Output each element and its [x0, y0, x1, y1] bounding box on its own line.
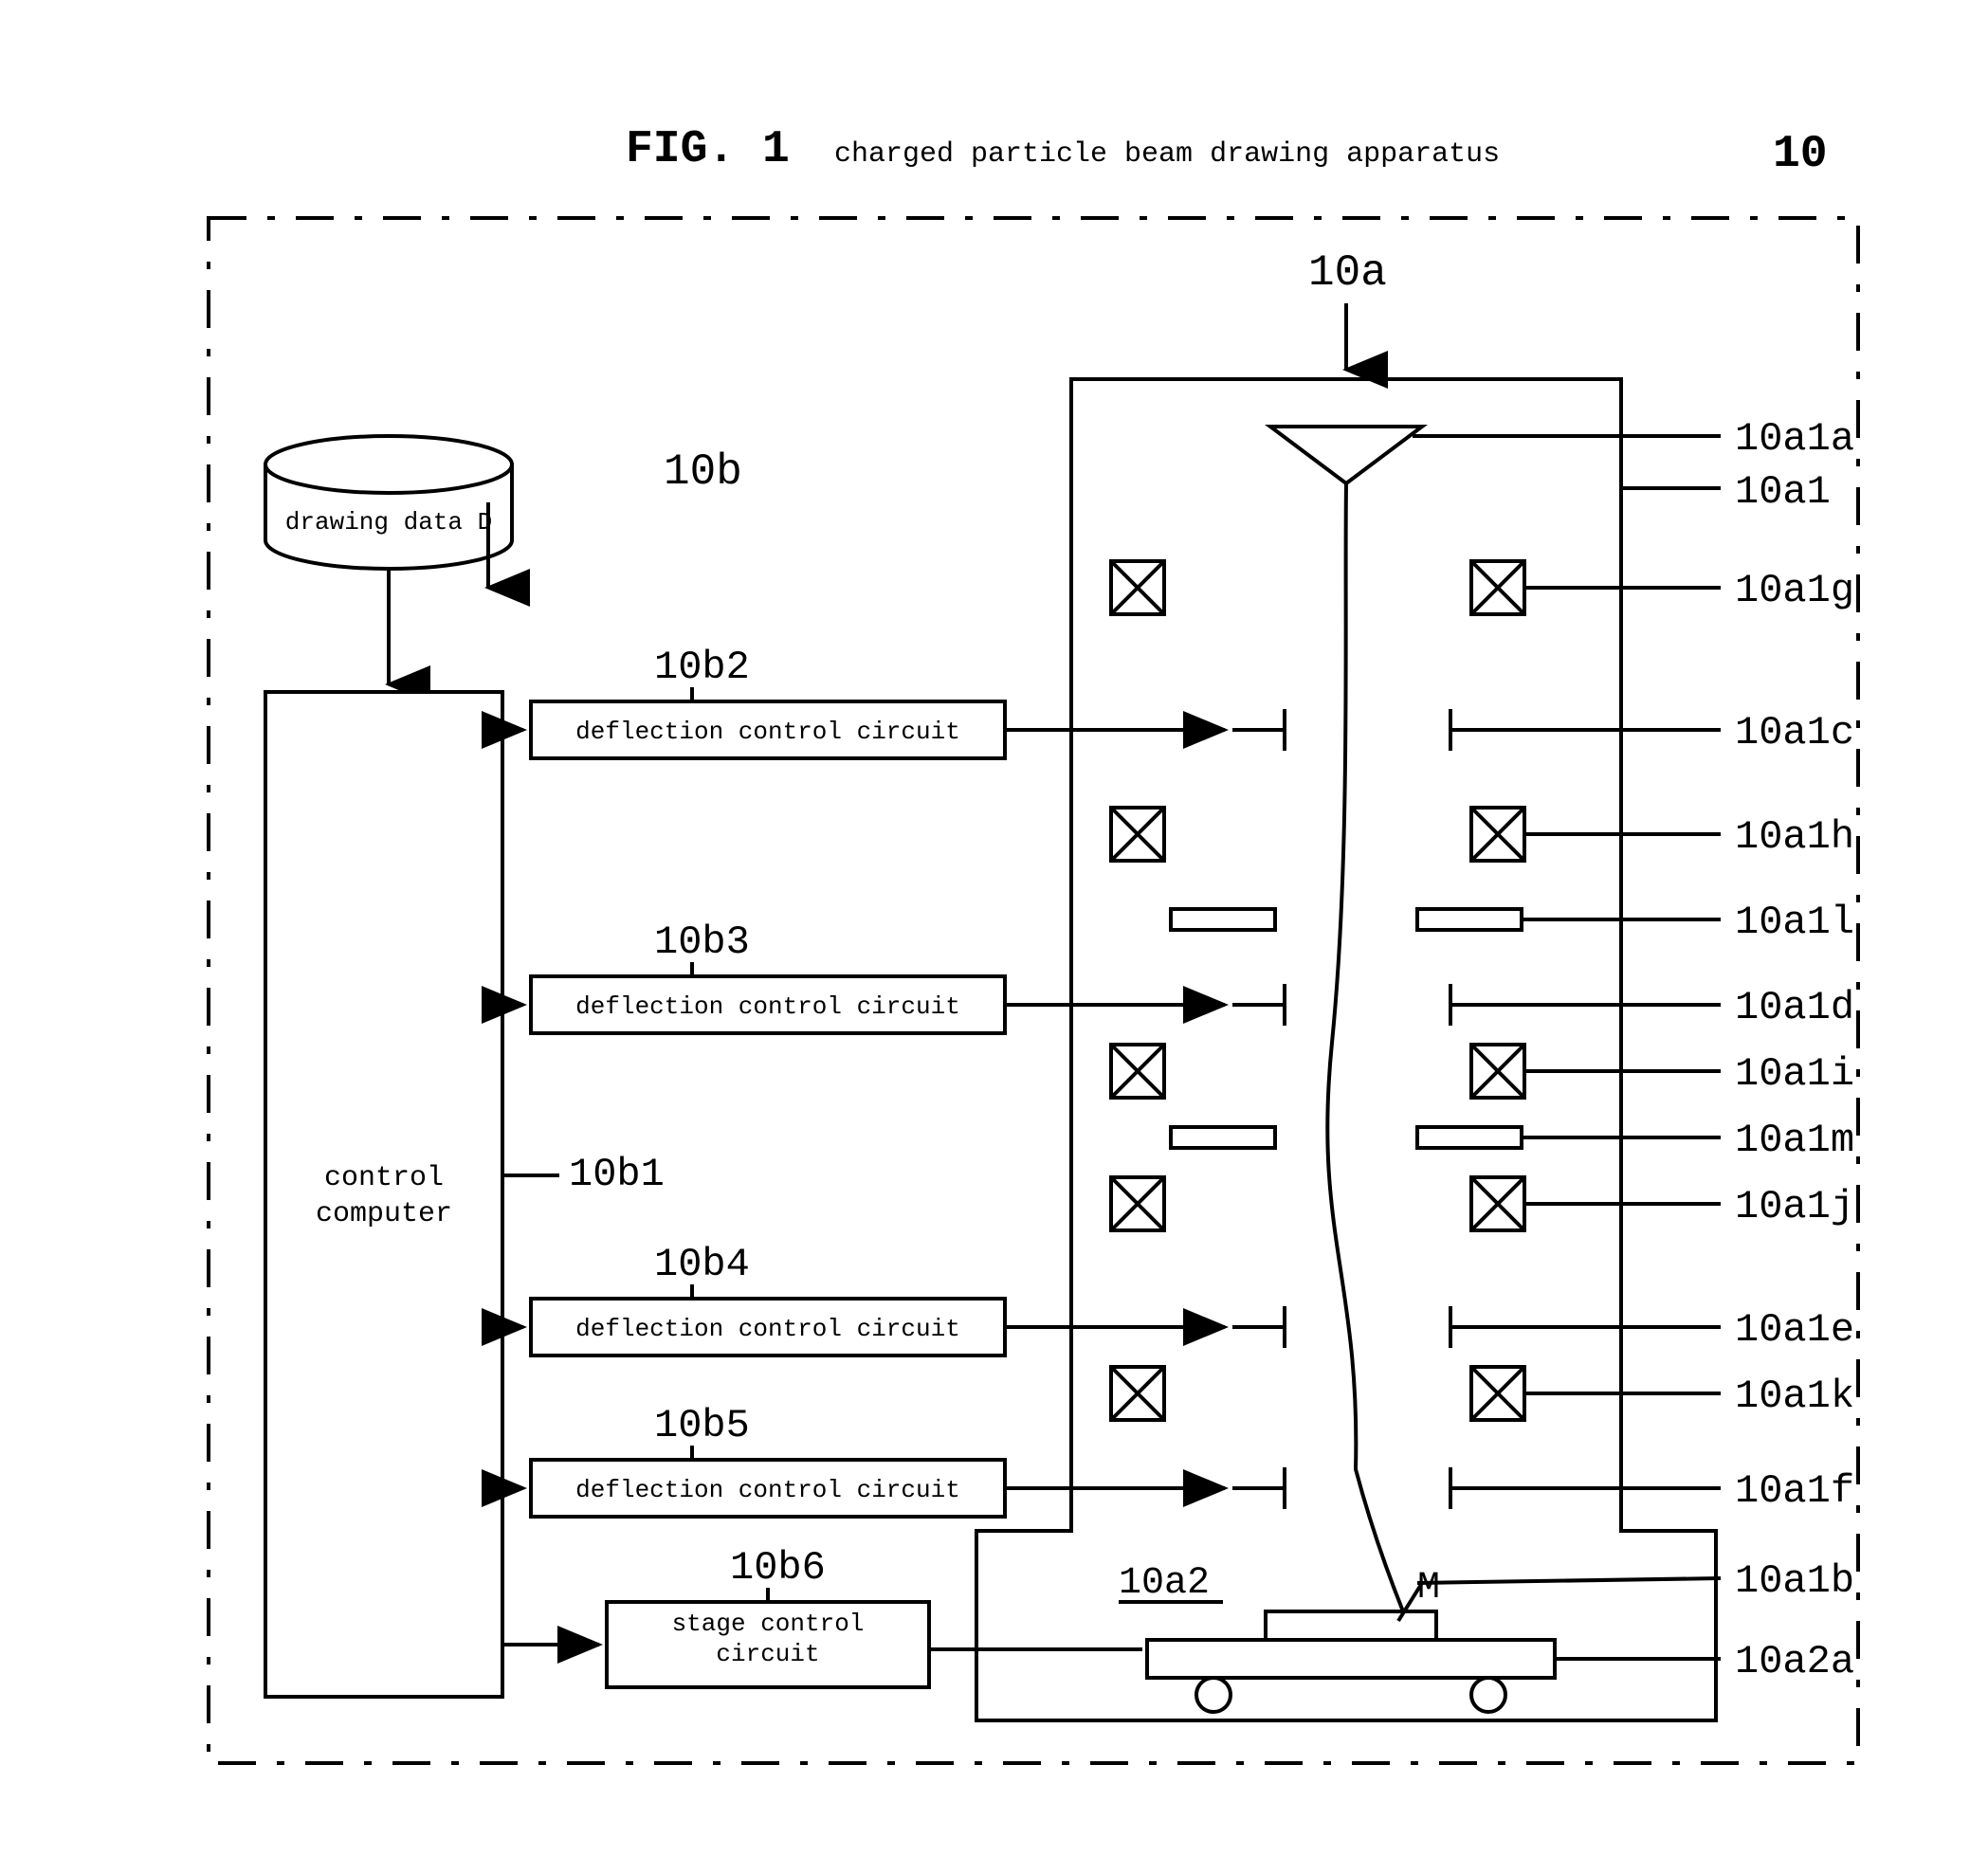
stage-wheel [1196, 1678, 1231, 1712]
ref-10a1j: 10a1j [1735, 1184, 1854, 1229]
ref-10a1b: 10a1b [1735, 1558, 1854, 1604]
emitter-triangle [1270, 427, 1422, 483]
circuit-ref: 10b6 [730, 1545, 826, 1591]
circuit-ref: 10b2 [654, 645, 750, 690]
control-computer-label1: control [324, 1162, 444, 1194]
ref-10a2: 10a2 [1119, 1562, 1210, 1605]
data-cylinder-top [265, 436, 512, 493]
stage-body [1147, 1640, 1555, 1678]
circuit-label: deflection control circuit [575, 1315, 960, 1343]
beam-path [1327, 483, 1403, 1611]
diagram-svg: FIG. 1 charged particle beam drawing appa… [0, 0, 1988, 1874]
circuit-label: deflection control circuit [575, 992, 960, 1021]
circuit-ref: 10b5 [654, 1403, 750, 1448]
figure-title-ref: 10 [1773, 129, 1828, 180]
ref-10b1: 10b1 [569, 1152, 665, 1197]
ref-10a1m: 10a1m [1735, 1118, 1854, 1163]
ref-10a2a: 10a2a [1735, 1639, 1854, 1684]
ref-10a1h: 10a1h [1735, 814, 1854, 860]
circuit-label: deflection control circuit [575, 718, 960, 746]
circuit-label: deflection control circuit [575, 1476, 960, 1504]
ref-10b: 10b [664, 447, 742, 497]
ref-10a: 10a [1308, 248, 1387, 298]
ref-10a1e: 10a1e [1735, 1307, 1854, 1353]
circuit-ref: 10b3 [654, 919, 750, 965]
circuit-ref: 10b4 [654, 1242, 750, 1287]
ref-10a1d: 10a1d [1735, 985, 1854, 1030]
aperture [1417, 1127, 1522, 1148]
mask [1266, 1611, 1436, 1640]
circuit-label: stage control [672, 1610, 865, 1638]
stage-wheel [1471, 1678, 1505, 1712]
ref-10a1g: 10a1g [1735, 568, 1854, 613]
ref-10a1c: 10a1c [1735, 710, 1854, 755]
figure-title-text: charged particle beam drawing apparatus [834, 138, 1500, 171]
ref-10a1a: 10a1a [1735, 416, 1854, 462]
control-computer-label2: computer [316, 1198, 452, 1230]
aperture [1417, 909, 1522, 930]
ref-10a1k: 10a1k [1735, 1374, 1854, 1419]
control-computer-box [265, 692, 502, 1697]
ref-10a1: 10a1 [1735, 469, 1831, 515]
circuit-label: circuit [716, 1640, 819, 1668]
ref-10a1l: 10a1l [1735, 900, 1854, 945]
figure-title-prefix: FIG. 1 [626, 124, 790, 175]
ref-10a1i: 10a1i [1735, 1051, 1854, 1097]
aperture [1171, 1127, 1275, 1148]
data-cylinder-label: drawing data D [285, 508, 492, 537]
aperture [1171, 909, 1275, 930]
ref-10a1f: 10a1f [1735, 1468, 1854, 1514]
